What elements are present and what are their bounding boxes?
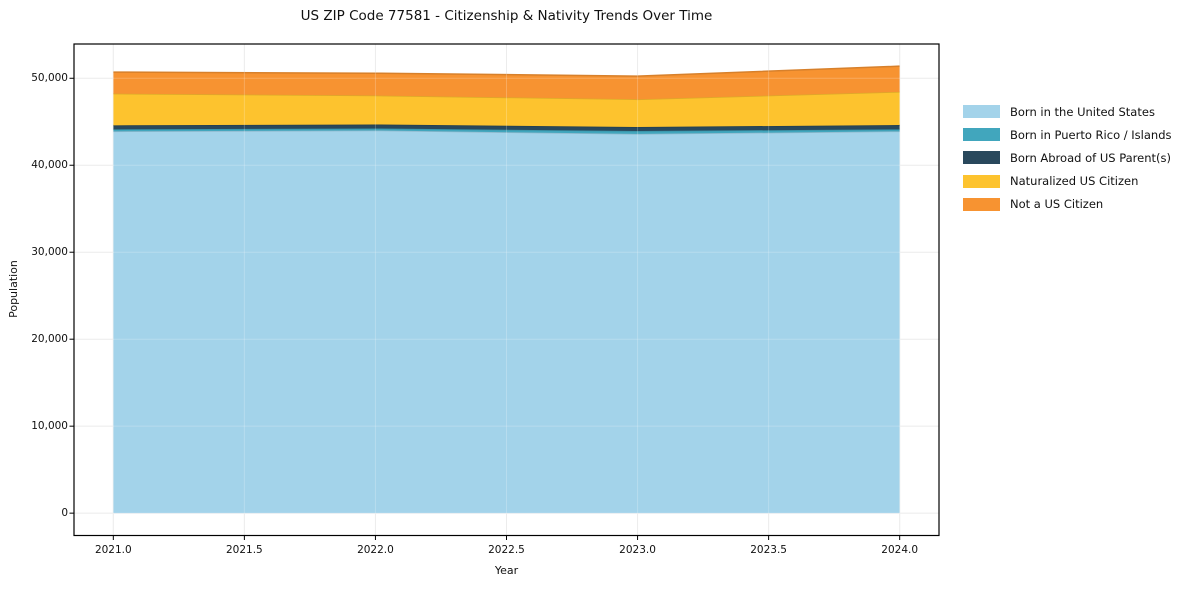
legend-swatch: [963, 151, 1000, 165]
x-tick-label: 2023.0: [619, 544, 656, 556]
area-3: [113, 91, 900, 127]
area-1: [113, 128, 900, 134]
x-tick-label: 2022.5: [488, 544, 525, 556]
area-series-group: [113, 65, 900, 514]
y-tick-label: 50,000: [31, 72, 68, 85]
legend-item: Naturalized US Citizen: [963, 170, 1172, 193]
x-axis-label: Year: [494, 564, 519, 577]
tick-marks: [69, 77, 901, 540]
gridline-overlay: [74, 44, 939, 536]
y-tick-label: 40,000: [31, 159, 68, 172]
legend: Born in the United States Born in Puerto …: [963, 100, 1172, 216]
y-tick-label: 0: [61, 507, 68, 520]
area-4: [113, 66, 900, 100]
legend-label: Not a US Citizen: [1010, 197, 1104, 212]
area-2: [113, 124, 900, 131]
x-tick-label: 2023.5: [750, 544, 787, 556]
area-edge-4: [113, 65, 900, 77]
x-tick-label: 2022.0: [357, 544, 394, 556]
x-tick-label: 2024.0: [881, 544, 919, 556]
legend-label: Born in Puerto Rico / Islands: [1010, 127, 1172, 142]
x-tick-label: 2021.0: [94, 544, 132, 556]
legend-label: Born Abroad of US Parent(s): [1010, 150, 1171, 165]
y-tick-label: 20,000: [31, 333, 68, 346]
legend-swatch: [963, 128, 1000, 142]
legend-label: Naturalized US Citizen: [1010, 174, 1139, 189]
x-tick-label: 2021.5: [226, 544, 263, 556]
legend-swatch: [963, 174, 1000, 188]
legend-item: Born in Puerto Rico / Islands: [963, 123, 1172, 146]
legend-label: Born in the United States: [1010, 104, 1155, 119]
y-tick-label: 30,000: [31, 246, 68, 259]
legend-item: Born Abroad of US Parent(s): [963, 146, 1172, 169]
legend-item: Born in the United States: [963, 100, 1172, 123]
area-0: [113, 130, 900, 514]
chart-title: US ZIP Code 77581 - Citizenship & Nativi…: [300, 8, 713, 24]
legend-swatch: [963, 197, 1000, 211]
legend-swatch: [963, 105, 1000, 119]
legend-item: Not a US Citizen: [963, 193, 1172, 216]
y-tick-label: 10,000: [31, 420, 68, 433]
